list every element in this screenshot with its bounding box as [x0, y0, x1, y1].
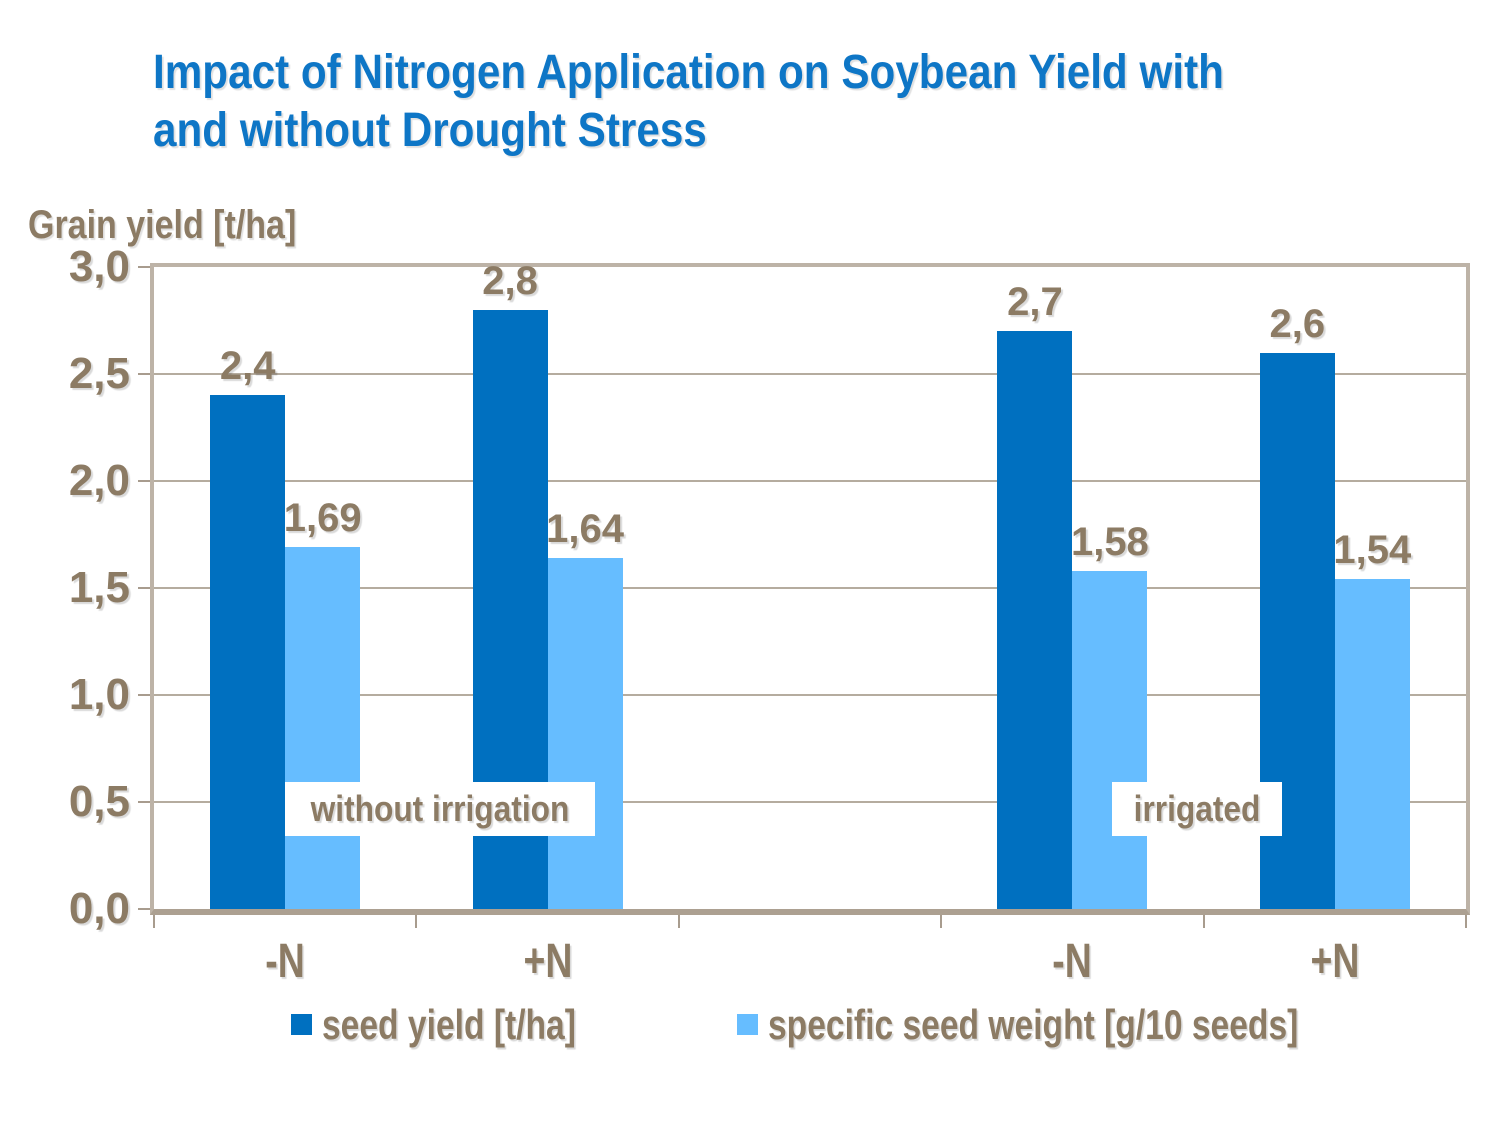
x-axis-category-label--N-3: -N — [1052, 935, 1093, 988]
bar-value-label-seed-yield--N-0: 2,4 — [219, 344, 276, 389]
annotation-irrigated-text: irrigated — [1133, 788, 1261, 829]
x-axis-category-label-+N-1: +N — [523, 935, 573, 988]
y-axis-tick-label: 1,5 — [68, 563, 130, 612]
y-axis-tick — [138, 266, 150, 268]
bar-seed-weight--N-0 — [285, 547, 361, 909]
annotation-irrigated: irrigated — [1112, 782, 1282, 836]
chart-title-line-1: Impact of Nitrogen Application on Soybea… — [153, 46, 1224, 99]
y-axis-tick — [138, 587, 150, 589]
y-axis-tick — [138, 373, 150, 375]
x-axis-tick — [153, 915, 155, 928]
y-axis-tick-label: 2,5 — [68, 349, 130, 398]
x-axis-category-label--N-0: -N — [265, 935, 305, 988]
bar-seed-weight-+N-1 — [547, 558, 623, 909]
x-axis-tick — [1465, 915, 1467, 928]
chart-title-line-2: and without Drought Stress — [153, 104, 707, 157]
y-axis-tick — [138, 801, 150, 803]
x-axis-tick — [1202, 915, 1205, 928]
x-axis-tick — [677, 915, 680, 928]
bar-value-label-seed-weight--N-0: 1,69 — [283, 496, 362, 541]
bar-value-label-seed-yield-+N-1: 2,8 — [482, 258, 538, 303]
y-axis-title: Grain yield [t/ha] — [28, 203, 297, 247]
y-axis-tick — [138, 908, 150, 910]
y-axis-tick-label: 2,0 — [68, 456, 130, 505]
bar-value-label-seed-weight-+N-1: 1,64 — [546, 507, 625, 552]
gridline — [154, 587, 1466, 589]
bar-seed-yield--N-3 — [997, 331, 1073, 909]
bar-seed-yield--N-0 — [210, 395, 286, 909]
gridline — [154, 373, 1466, 375]
bar-value-label-seed-weight-+N-4: 1,54 — [1333, 528, 1412, 573]
legend-swatch-seed-weight — [737, 1014, 758, 1035]
legend-label-seed-weight: specific seed weight [g/10 seeds] — [768, 1001, 1299, 1048]
gridline — [154, 694, 1466, 696]
x-axis-category-label-+N-4: +N — [1310, 935, 1360, 988]
x-axis-tick — [940, 915, 943, 928]
chart-title: Impact of Nitrogen Application on Soybea… — [153, 44, 1370, 160]
y-axis-tick-label: 0,5 — [68, 777, 130, 826]
bar-seed-weight-+N-4 — [1334, 579, 1410, 909]
y-axis-tick — [138, 480, 150, 482]
legend-swatch-seed-yield — [291, 1014, 312, 1035]
y-axis-tick — [138, 694, 150, 696]
bar-value-label-seed-yield--N-3: 2,7 — [1007, 280, 1063, 325]
y-axis-tick-label: 0,0 — [68, 884, 130, 933]
legend-label-seed-yield: seed yield [t/ha] — [322, 1001, 576, 1048]
y-axis-tick-label: 3,0 — [68, 242, 130, 291]
plot-area-inner: 2,4 2,8 2,7 2,6 1,69 1,64 1,58 1,54 — [154, 259, 1466, 909]
gridline — [154, 480, 1466, 482]
annotation-without-irrigation-text: without irrigation — [310, 788, 570, 829]
y-axis-tick-label: 1,0 — [68, 670, 130, 719]
gridline — [154, 801, 1466, 803]
bar-seed-weight--N-3 — [1072, 570, 1148, 909]
x-axis-tick — [415, 915, 418, 928]
bar-value-label-seed-yield-+N-4: 2,6 — [1269, 301, 1326, 346]
annotation-without-irrigation: without irrigation — [285, 782, 595, 836]
bar-value-label-seed-weight--N-3: 1,58 — [1070, 519, 1149, 564]
